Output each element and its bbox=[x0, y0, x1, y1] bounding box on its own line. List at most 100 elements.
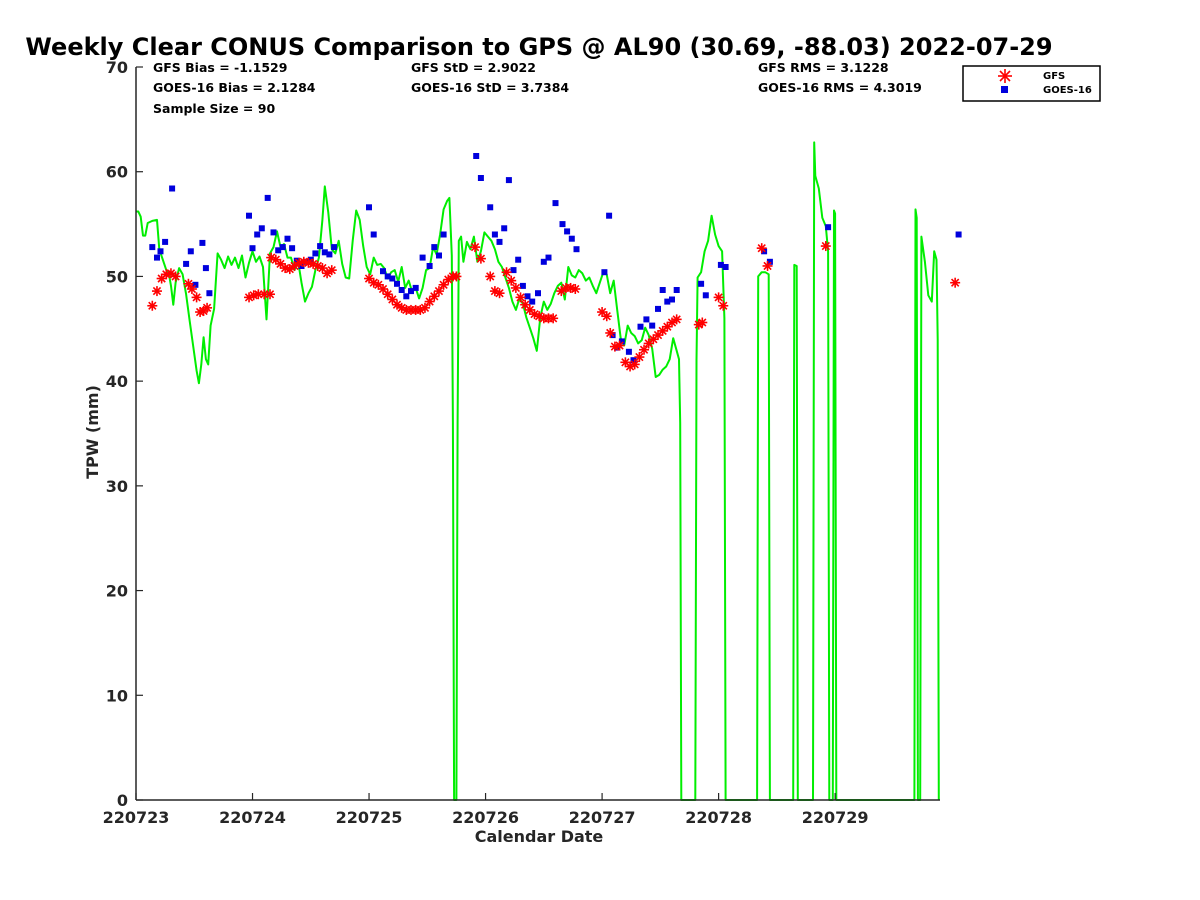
goes-point bbox=[649, 322, 656, 329]
goes-point bbox=[380, 268, 386, 275]
goes-point bbox=[398, 287, 405, 293]
gfs-std-stat: GFS StD = 2.9022 bbox=[411, 60, 536, 75]
x-tick-label: 220723 bbox=[103, 808, 170, 827]
goes-point bbox=[510, 267, 517, 274]
goes-point bbox=[192, 281, 199, 288]
gps-line bbox=[136, 141, 940, 801]
goes-point bbox=[431, 244, 438, 251]
goes-point bbox=[254, 231, 261, 238]
gfs-point bbox=[697, 317, 708, 328]
gfs-point bbox=[147, 300, 158, 311]
goes-point bbox=[162, 238, 169, 245]
gfs-point bbox=[629, 359, 640, 370]
goes-point bbox=[321, 249, 328, 256]
goes-point bbox=[331, 244, 338, 251]
gfs-point bbox=[570, 283, 581, 294]
goes-point bbox=[643, 316, 650, 323]
legend-goes-marker bbox=[1001, 86, 1008, 93]
goes-point bbox=[673, 287, 680, 293]
goes-point bbox=[440, 231, 447, 238]
goes-point bbox=[249, 245, 256, 252]
goes-point bbox=[270, 229, 277, 236]
gfs-point bbox=[820, 241, 831, 252]
goes-point bbox=[559, 221, 566, 228]
goes-point bbox=[169, 185, 176, 192]
chart-title: Weekly Clear CONUS Comparison to GPS @ A… bbox=[25, 33, 1052, 61]
goes-rms-stat: GOES-16 RMS = 4.3019 bbox=[758, 80, 922, 95]
gfs-point bbox=[170, 271, 181, 282]
goes-point bbox=[157, 248, 164, 255]
goes-point bbox=[529, 298, 536, 305]
goes-point bbox=[519, 282, 526, 289]
goes-point bbox=[535, 290, 541, 297]
gfs-point bbox=[548, 313, 559, 324]
goes-point bbox=[625, 348, 632, 355]
goes-point bbox=[505, 177, 512, 184]
goes-point bbox=[317, 243, 324, 250]
goes-point bbox=[279, 244, 286, 251]
gfs-point bbox=[451, 271, 462, 282]
gfs-point bbox=[756, 243, 767, 254]
gfs-point bbox=[275, 258, 286, 269]
goes-point bbox=[698, 280, 705, 287]
x-tick-label: 220724 bbox=[219, 808, 286, 827]
goes-point bbox=[477, 175, 484, 181]
goes-point bbox=[187, 248, 194, 255]
goes-point bbox=[394, 280, 400, 287]
gfs-point bbox=[762, 260, 773, 271]
gfs-bias-stat: GFS Bias = -1.1529 bbox=[153, 60, 287, 75]
goes-point bbox=[655, 305, 661, 312]
goes-point bbox=[154, 254, 160, 261]
goes-point bbox=[258, 225, 265, 232]
goes-point bbox=[264, 194, 271, 201]
gfs-point bbox=[515, 292, 526, 303]
gfs-point bbox=[671, 314, 682, 325]
gfs-point bbox=[614, 340, 625, 351]
gfs-point bbox=[718, 300, 729, 311]
goes-point bbox=[637, 323, 644, 330]
goes-point bbox=[370, 231, 377, 238]
gfs-point bbox=[494, 288, 505, 299]
goes-point bbox=[524, 293, 531, 300]
gfs-point bbox=[475, 253, 486, 264]
gfs-point bbox=[382, 289, 393, 300]
goes-point bbox=[618, 338, 625, 345]
goes-point bbox=[426, 263, 433, 269]
goes-point bbox=[825, 224, 832, 231]
y-tick-label: 20 bbox=[106, 582, 128, 601]
x-axis-label: Calendar Date bbox=[475, 827, 604, 846]
gfs-point bbox=[265, 289, 275, 300]
axes: 0 10 20 30 40 50 60 70 220723 220724 220725 220726 2… bbox=[103, 58, 940, 827]
goes-point bbox=[202, 265, 209, 272]
legend-gfs-marker bbox=[998, 69, 1012, 83]
goes-point bbox=[412, 284, 419, 291]
gfs-point bbox=[202, 302, 213, 313]
gfs-point bbox=[634, 352, 645, 363]
legend: GFS GOES-16 bbox=[962, 65, 1101, 102]
gfs-point bbox=[419, 302, 430, 313]
goes-point bbox=[955, 231, 962, 238]
goes-point bbox=[326, 251, 333, 258]
goes-point bbox=[766, 258, 773, 265]
gfs-point bbox=[601, 311, 612, 322]
goes-point bbox=[664, 298, 671, 305]
y-tick-label: 40 bbox=[106, 372, 128, 391]
goes-point bbox=[540, 258, 547, 265]
gfs-point bbox=[183, 278, 194, 289]
gfs-rms-stat: GFS RMS = 3.1228 bbox=[758, 60, 889, 75]
y-tick-label: 60 bbox=[106, 163, 128, 182]
goes-point bbox=[246, 212, 252, 219]
goes-point bbox=[491, 231, 498, 238]
gfs-point bbox=[506, 275, 517, 286]
goes-point bbox=[552, 200, 559, 207]
goes-point bbox=[384, 273, 391, 280]
y-tick-label: 10 bbox=[106, 686, 128, 705]
goes-point bbox=[496, 238, 503, 245]
goes-std-stat: GOES-16 StD = 3.7384 bbox=[411, 80, 569, 95]
x-tick-label: 220727 bbox=[569, 808, 636, 827]
goes-point bbox=[630, 357, 637, 364]
goes-point bbox=[183, 260, 190, 267]
goes-point bbox=[573, 246, 580, 253]
legend-box bbox=[962, 65, 1101, 102]
